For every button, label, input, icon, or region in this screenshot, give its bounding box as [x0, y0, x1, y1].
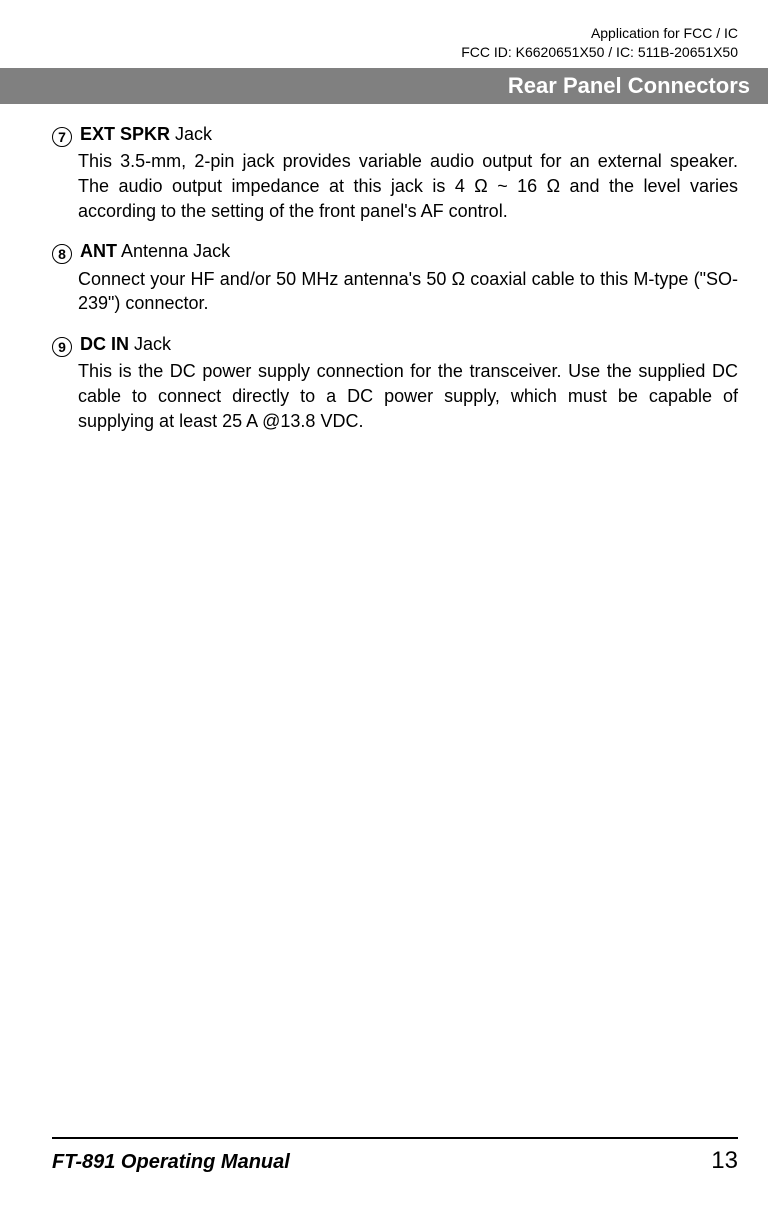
fcc-header-line2: FCC ID: K6620651X50 / IC: 511B-20651X50	[52, 43, 738, 62]
section-banner: Rear Panel Connectors	[0, 68, 768, 104]
item-7-heading: 7 EXT SPKR Jack	[52, 122, 738, 147]
item-9: 9 DC IN Jack This is the DC power supply…	[52, 332, 738, 434]
item-8-desc: Connect your HF and/or 50 MHz antenna's …	[52, 267, 738, 317]
item-9-desc: This is the DC power supply connection f…	[52, 359, 738, 433]
item-8: 8 ANT Antenna Jack Connect your HF and/o…	[52, 239, 738, 316]
item-7-desc: This 3.5-mm, 2-pin jack provides variabl…	[52, 149, 738, 223]
page-number: 13	[711, 1147, 738, 1175]
page-footer: FT-891 Operating Manual 13	[52, 1137, 738, 1175]
item-8-title-rest: Antenna Jack	[117, 241, 230, 261]
item-7-title-rest: Jack	[170, 124, 212, 144]
item-9-title-rest: Jack	[129, 334, 171, 354]
circled-number-icon: 7	[52, 127, 72, 147]
item-7-title-bold: EXT SPKR	[80, 124, 170, 144]
item-8-title-bold: ANT	[80, 241, 117, 261]
item-9-heading: 9 DC IN Jack	[52, 332, 738, 357]
manual-title: FT-891 Operating Manual	[52, 1151, 290, 1174]
item-7: 7 EXT SPKR Jack This 3.5-mm, 2-pin jack …	[52, 122, 738, 224]
page: Application for FCC / IC FCC ID: K662065…	[0, 0, 768, 1209]
circled-number-icon: 9	[52, 337, 72, 357]
fcc-header-line1: Application for FCC / IC	[52, 24, 738, 43]
item-8-heading: 8 ANT Antenna Jack	[52, 239, 738, 264]
fcc-header: Application for FCC / IC FCC ID: K662065…	[52, 24, 738, 62]
item-9-title-bold: DC IN	[80, 334, 129, 354]
circled-number-icon: 8	[52, 244, 72, 264]
